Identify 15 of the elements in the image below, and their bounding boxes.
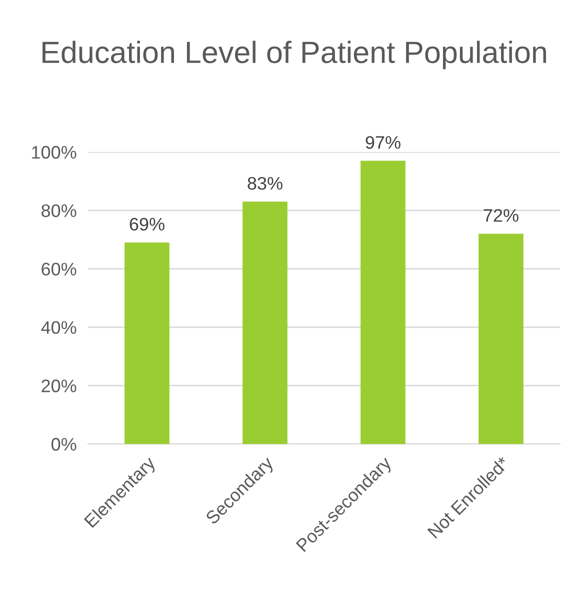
- y-tick-label: 40%: [41, 321, 76, 334]
- data-label: 97%: [366, 136, 400, 149]
- data-label: 83%: [248, 176, 282, 190]
- bar: [360, 160, 406, 444]
- y-tick-label: 60%: [42, 262, 76, 276]
- y-tick-label: 20%: [42, 380, 76, 392]
- y-tick-label: 100%: [32, 146, 76, 159]
- y-tick-label: 0%: [52, 438, 76, 451]
- data-label: 72%: [484, 209, 518, 222]
- chart-title: Education Level of Patient Population: [42, 40, 546, 70]
- bar: [242, 202, 288, 444]
- bar: [478, 234, 524, 444]
- y-tick-label: 80%: [42, 204, 76, 218]
- bar: [124, 242, 170, 444]
- data-label: 69%: [130, 218, 164, 231]
